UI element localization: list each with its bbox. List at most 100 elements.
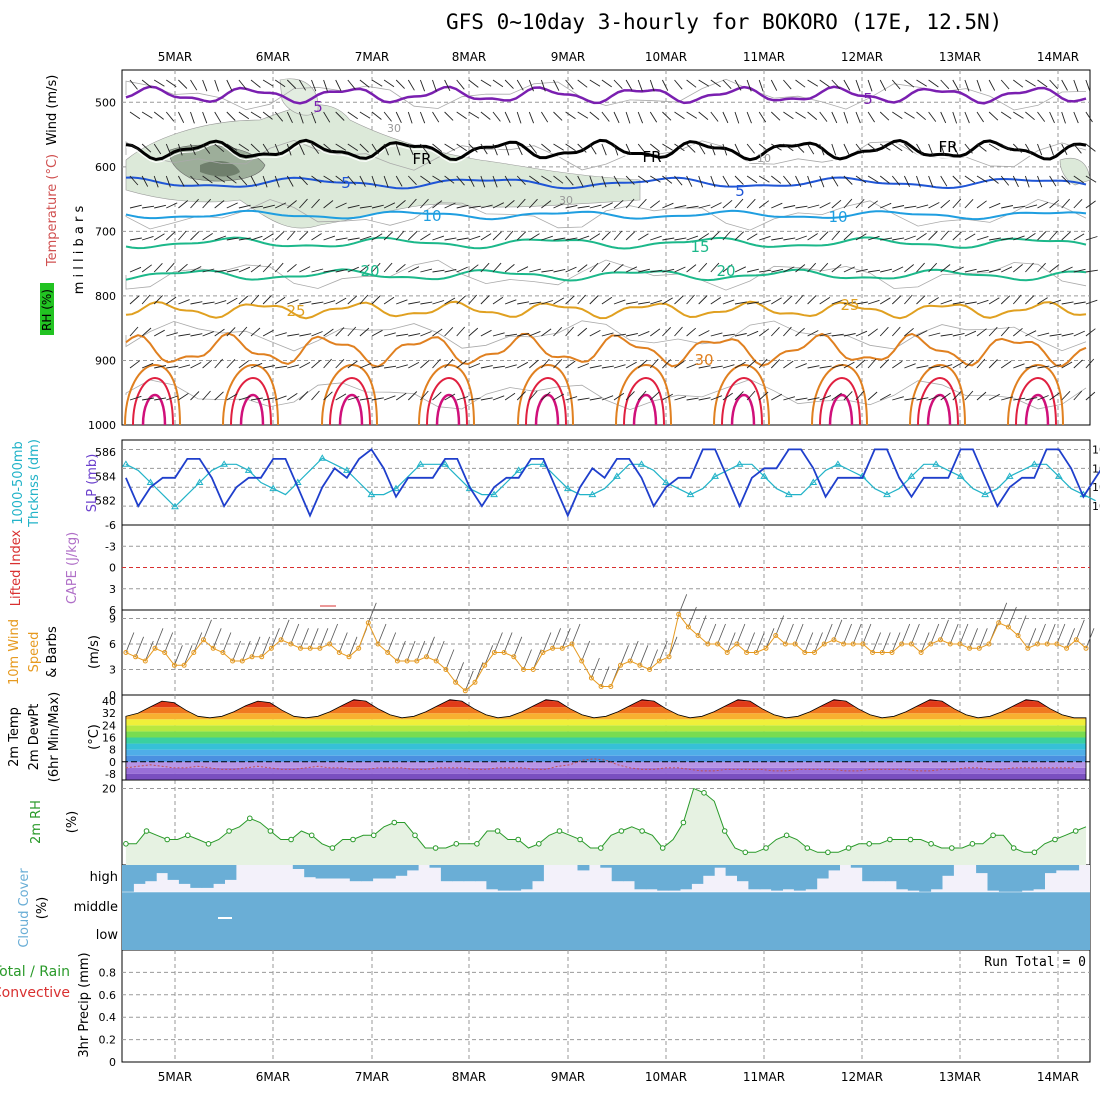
rh-contour [125,139,1087,171]
temp-band [125,749,1086,756]
wind10m-point [889,650,895,655]
wind-barb [577,205,590,209]
wind-barb [214,328,225,337]
wind-barb [396,299,408,305]
wind-barb [335,79,342,91]
wind-barb [504,392,516,401]
wind-barb [867,111,875,123]
wind10m-label-b: Speed [27,632,42,673]
wind-barb [299,231,309,241]
wind-barb [638,330,650,337]
wind-barb [625,391,635,401]
pressure-tick: 600 [95,161,116,174]
wind-barb [722,111,729,124]
wind-barb [891,79,901,90]
wind-barb [528,79,534,92]
contour-label: 10 [422,207,441,225]
wind10m-point [821,641,827,647]
wind-barb [698,330,710,337]
wind-barb [904,111,915,119]
wind-barb [976,328,987,337]
wind-barb [456,175,465,186]
cloud-high-bar [475,865,487,882]
wind10m-line [125,613,1087,692]
wind-barb [1049,175,1057,187]
wind-barb [226,111,236,121]
rh2m-point [143,828,150,834]
thickness-point [244,466,253,473]
wind-barb [323,300,336,305]
wind-barb [262,295,272,305]
wind-barb [964,390,974,401]
wind-barb [879,297,891,305]
rh2m-point [618,828,625,834]
date-label-top: 5MAR [158,50,193,64]
wind-barb [698,397,711,401]
wind10m-barb [125,632,135,653]
wind10m-barb [222,632,232,653]
wind-barb [904,294,913,305]
wind-barb [674,266,686,273]
wind-barb [165,231,176,241]
wind-barb [1013,327,1023,337]
wind-barb [129,326,139,337]
wind-barb [371,204,384,209]
wind-barb [988,268,1001,273]
wind-barb [613,79,623,90]
wind10m-point [511,654,517,660]
wind10m-barb [785,623,794,645]
wind-barb [1061,198,1071,209]
wind-barb [407,231,418,241]
wind-barb [153,295,163,305]
wind-barb [420,198,429,209]
wind-barb [976,391,987,401]
wind-barb [250,111,262,119]
rh2m-point [350,836,356,843]
wind-barb [565,295,575,305]
wind-barb [492,296,504,305]
rh2m-point [474,841,480,847]
wind-barb [528,143,538,154]
wind-barb [323,391,333,401]
wind-barb [892,143,903,152]
wind10m-barb [387,632,397,653]
wind-barb [928,111,937,122]
wind-barb [831,299,844,305]
wind-barb [190,111,195,124]
wind-barb [541,328,552,337]
rh2m-point [1031,849,1038,856]
wind-barb [1061,266,1073,273]
wind-barb [807,175,812,188]
wind-barb [674,175,683,186]
temp-contour-40 [230,376,272,426]
wind-barb [165,143,172,156]
wind-barb [601,143,607,156]
cloud-high-bar [725,865,738,876]
wind-barb [674,396,687,401]
rh2m-point [721,828,728,834]
wind-barb [359,264,370,273]
wind-barb [250,143,261,153]
wind-barb [444,268,457,273]
wind-barb [420,301,433,305]
wind-barb [964,233,976,241]
wind-barb [432,175,443,183]
wind-barb [940,333,953,337]
wind-barb [250,264,261,273]
wind-barb [795,397,808,401]
rh-contour [125,320,1087,352]
precip-label-conv: Convective [0,985,70,1001]
wind-barb [141,264,152,273]
wind-barb [1085,391,1096,401]
wind-barb [238,175,248,186]
wind10m-point [695,633,701,638]
wind10m-tick: 6 [109,638,116,651]
wind-barb [238,395,251,401]
wind-barb [456,111,467,120]
cloud-high-bar [361,865,374,882]
wind-barb [214,143,225,153]
rh2m-point [701,790,707,796]
wind10m-point [191,650,197,655]
wind-barb [577,264,588,273]
wind-barb [529,233,540,241]
